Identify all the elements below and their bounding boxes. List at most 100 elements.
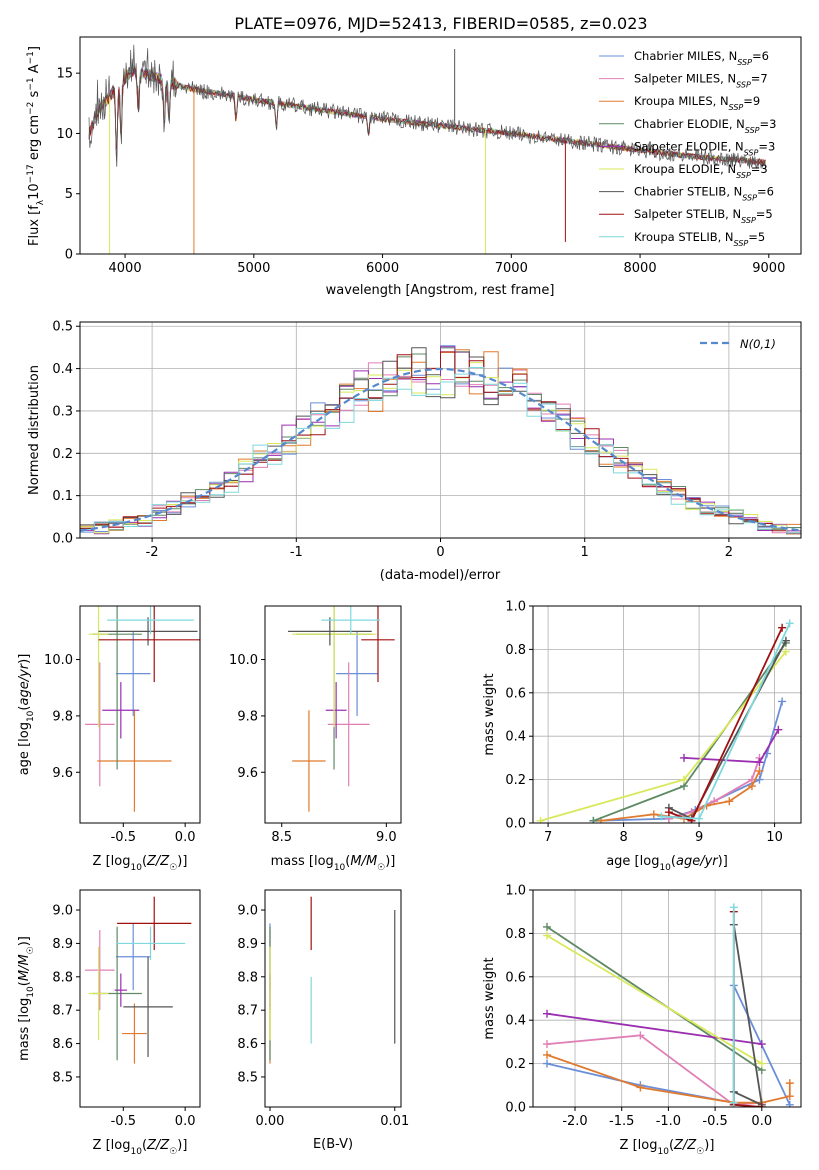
age_weight-ytick-label: 0.4: [505, 730, 526, 745]
residuals-ytick-label: 0.2: [52, 447, 73, 462]
z_weight-xtick-label: -0.5: [702, 1114, 727, 1129]
z_weight-ytick-label: 0.8: [505, 927, 526, 942]
spectrum-xtick-label: 9000: [752, 261, 785, 276]
z_weight-xtick-label: -1.0: [656, 1114, 681, 1129]
z_weight-point-marker: [757, 1059, 766, 1068]
z_weight-point-marker: [543, 1050, 552, 1059]
residual-histogram-step: [80, 347, 801, 534]
mass_age-plot-area: [265, 606, 401, 823]
spectrum-xtick-label: 6000: [366, 261, 399, 276]
residuals-ytick-label: 0.4: [52, 362, 73, 377]
mass_age-ytick-label: 10.0: [229, 653, 258, 668]
mass_age-ytick-label: 9.8: [237, 709, 258, 724]
age_weight-marks: [536, 619, 794, 823]
mass_age-marks: [288, 606, 395, 812]
z_weight-ytick-label: 0.0: [505, 1101, 526, 1116]
ebv_mass-ytick-label: 8.5: [237, 1070, 258, 1085]
age_weight-ytick-label: 0.8: [505, 643, 526, 658]
residuals-panel: -2 -1 0 1 2 0.0 0.1 0.2 0.3 0.4 0.5 (data-model)/er…: [27, 320, 802, 583]
spectrum-xtick-label: 5000: [237, 261, 270, 276]
legend-label: Chabrier MILES, NSSP=6: [634, 49, 769, 67]
ebv_mass-marks: [269, 896, 396, 1064]
age_weight-xtick-label: 10: [766, 830, 783, 845]
z_mass-ytick-label: 8.6: [52, 1037, 73, 1052]
age_weight-point-marker: [781, 636, 790, 645]
legend-label: Salpeter STELIB, NSSP=5: [634, 207, 773, 225]
spectrum-xtick-label: 7000: [495, 261, 528, 276]
z_weight-ytick-label: 0.4: [505, 1014, 526, 1029]
z_weight-series-line: [546, 1034, 762, 1106]
z_mass-ytick-label: 9.0: [52, 904, 73, 919]
age_weight-point-marker: [536, 816, 545, 823]
residuals-xlabel: (data-model)/error: [380, 568, 501, 583]
spectrum-ytick-label: 0: [65, 248, 73, 263]
age_weight-point-marker: [778, 697, 787, 706]
z_weight-ylabel: mass weight: [482, 957, 497, 1039]
age_weight-point-marker: [774, 725, 783, 734]
age_weight-point-marker: [649, 810, 658, 819]
z_weight-point-marker: [636, 1031, 645, 1040]
residuals-ytick-label: 0.5: [52, 320, 73, 335]
z_weight-xtick-label: 0.0: [751, 1114, 772, 1129]
z_weight-point-marker: [785, 1092, 794, 1101]
age_weight-point-marker: [781, 647, 790, 656]
age_weight-point-marker: [679, 753, 688, 762]
ebv_mass-xtick-label: 0.01: [380, 1114, 409, 1129]
age_weight-xtick-label: 7: [544, 830, 552, 845]
ebv_mass-ytick-label: 8.8: [237, 970, 258, 985]
residuals-ytick-label: 0.0: [52, 532, 73, 547]
age_weight-panel: 7 8 9 10 0.0 0.2 0.4 0.6 0.8 1.0 age [log10(age/yr…: [482, 600, 802, 873]
z_mass-ytick-label: 8.5: [52, 1070, 73, 1085]
z_age-marks: [84, 606, 200, 812]
age_weight-plot-area: [533, 606, 801, 823]
z_age-ytick-label: 10.0: [44, 653, 73, 668]
age_weight-point-marker: [785, 619, 794, 628]
age_weight-xlabel: age [log10(age/yr)]: [606, 854, 728, 873]
z_weight-point-marker: [757, 1040, 766, 1049]
age_weight-frame: [532, 605, 802, 824]
z_age-xtick-label: 0.0: [175, 830, 196, 845]
z_age-xtick-label: -0.5: [111, 830, 136, 845]
z_weight-point-marker: [785, 1079, 794, 1088]
ebv_mass-panel: 0.00 0.01 8.5 8.6 8.7 8.8 8.9 9.0 E(B-V): [237, 889, 409, 1152]
z_weight-ytick-label: 1.0: [505, 884, 526, 899]
spectrum-frame: [79, 36, 802, 255]
z_mass-ytick-label: 8.9: [52, 937, 73, 952]
age_weight-ytick-label: 1.0: [505, 600, 526, 615]
residuals-xtick-label: -1: [290, 545, 303, 560]
age_weight-point-marker: [747, 782, 756, 791]
z_weight-ytick-label: 0.2: [505, 1057, 526, 1072]
age_weight-point-marker: [657, 812, 666, 821]
z_weight-ytick-label: 0.6: [505, 970, 526, 985]
z_weight-series-line: [546, 934, 763, 1065]
residuals-ylabel: Normed distribution: [27, 365, 42, 495]
z_mass-marks: [84, 896, 192, 1064]
legend-label: Salpeter ELODIE, NSSP=3: [634, 139, 775, 157]
ebv_mass-ytick-label: 9.0: [237, 904, 258, 919]
z_age-xlabel: Z [log10(Z/Z☉)]: [93, 854, 188, 873]
age_weight-ytick-label: 0.6: [505, 686, 526, 701]
gaussian-legend-label: N(0,1): [740, 337, 776, 351]
z_mass-ylabel: mass [log10(M/M☉)]: [17, 936, 36, 1061]
ebv_mass-plot-area: [265, 890, 401, 1107]
z_mass-frame: [79, 889, 201, 1108]
z_mass-xtick-label: -0.5: [111, 1114, 136, 1129]
spectrum-xtick-label: 8000: [624, 261, 657, 276]
z_weight-xtick-label: -1.5: [609, 1114, 634, 1129]
spectrum-xtick-label: 4000: [109, 261, 142, 276]
residuals-ytick-label: 0.1: [52, 489, 73, 504]
age_weight-ytick-label: 0.2: [505, 773, 526, 788]
age_weight-xtick-label: 9: [695, 830, 703, 845]
spectrum-ytick-label: 10: [56, 127, 73, 142]
age_weight-ytick-label: 0.0: [505, 817, 526, 832]
z_mass-xtick-label: 0.0: [175, 1114, 196, 1129]
age_weight-ylabel: mass weight: [482, 673, 497, 755]
legend-label: Kroupa STELIB, NSSP=5: [634, 230, 765, 248]
legend-label: Chabrier ELODIE, NSSP=3: [634, 117, 776, 135]
spectrum-plot-area: [80, 37, 801, 254]
z_weight-point-marker: [543, 922, 552, 931]
legend-label: Kroupa MILES, NSSP=9: [634, 94, 760, 112]
residual-histogram-step: [80, 367, 801, 534]
age_weight-point-marker: [725, 797, 734, 806]
